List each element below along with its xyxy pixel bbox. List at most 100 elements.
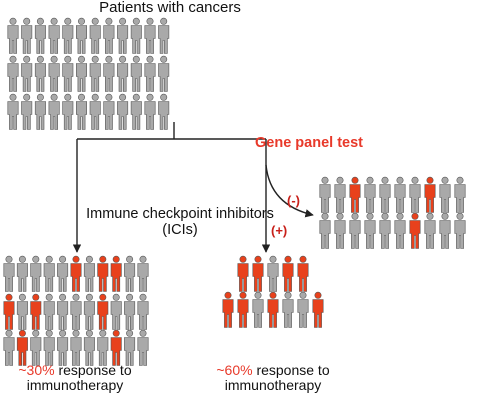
patient-responder-icon xyxy=(97,255,109,292)
people-group-ici-treated xyxy=(3,255,149,366)
patient-icon xyxy=(70,329,82,366)
patient-icon xyxy=(7,93,19,130)
patient-icon xyxy=(117,93,129,130)
patient-icon xyxy=(124,293,136,330)
patient-icon xyxy=(137,293,149,330)
patient-responder-icon xyxy=(237,291,249,328)
patient-responder-icon xyxy=(312,291,324,328)
positive-sign-label: (+) xyxy=(271,223,288,238)
patient-icon xyxy=(16,293,28,330)
people-layer xyxy=(3,17,466,366)
ici-label: Immune checkpoint inhibitors (ICIs) xyxy=(86,206,274,238)
patient-responder-icon xyxy=(297,255,309,292)
patient-icon xyxy=(454,212,466,249)
patient-icon xyxy=(62,55,74,92)
patient-icon xyxy=(379,212,391,249)
people-group-panel-positive xyxy=(222,255,324,328)
patient-icon xyxy=(334,176,346,213)
patient-icon xyxy=(43,293,55,330)
patient-icon xyxy=(454,176,466,213)
patient-responder-icon xyxy=(110,329,122,366)
patient-icon xyxy=(43,329,55,366)
arrow-to-negative-group xyxy=(265,164,314,218)
panel-response-percent: ~60% xyxy=(216,362,253,378)
patient-icon xyxy=(144,93,156,130)
patient-icon xyxy=(297,291,309,328)
patient-icon xyxy=(319,212,331,249)
patient-icon xyxy=(57,329,69,366)
patient-icon xyxy=(48,17,60,54)
patient-icon xyxy=(103,93,115,130)
patient-responder-icon xyxy=(16,329,28,366)
patient-icon xyxy=(252,291,264,328)
patient-icon xyxy=(62,93,74,130)
patient-responder-icon xyxy=(237,255,249,292)
patient-icon xyxy=(137,255,149,292)
patient-icon xyxy=(62,17,74,54)
patient-icon xyxy=(21,93,33,130)
patient-icon xyxy=(43,255,55,292)
patient-icon xyxy=(7,17,19,54)
patient-icon xyxy=(34,93,46,130)
patient-icon xyxy=(83,293,95,330)
patient-icon xyxy=(130,17,142,54)
gene-panel-label: Gene panel test xyxy=(255,135,363,151)
patient-icon xyxy=(158,93,170,130)
patient-icon xyxy=(76,17,87,54)
patient-icon xyxy=(83,329,95,366)
patient-responder-icon xyxy=(267,291,279,328)
patient-responder-icon xyxy=(70,255,82,292)
patient-responder-icon xyxy=(222,291,234,328)
patient-icon xyxy=(30,255,42,292)
patient-icon xyxy=(21,55,33,92)
patient-icon xyxy=(282,291,294,328)
patient-icon xyxy=(3,329,15,366)
patient-icon xyxy=(117,55,129,92)
patient-responder-icon xyxy=(282,255,294,292)
patient-icon xyxy=(364,176,376,213)
ici-response-percent: ~30% xyxy=(18,362,55,378)
patient-icon xyxy=(103,55,115,92)
patient-icon xyxy=(97,329,109,366)
ici-response-text: ~30% response to immunotherapy xyxy=(0,362,150,394)
panel-response-caption: response to immunotherapy xyxy=(224,362,330,394)
patient-icon xyxy=(334,212,346,249)
patient-responder-icon xyxy=(110,255,122,292)
patient-icon xyxy=(89,17,101,54)
patient-responder-icon xyxy=(3,293,15,330)
patient-icon xyxy=(89,55,101,92)
patient-icon xyxy=(409,176,421,213)
panel-response-text: ~60% response to immunotherapy xyxy=(198,362,348,394)
patient-icon xyxy=(439,212,451,249)
flow-connectors xyxy=(72,122,314,253)
patient-icon xyxy=(267,255,279,292)
patient-icon xyxy=(34,17,46,54)
patient-icon xyxy=(137,329,149,366)
patient-icon xyxy=(3,255,15,292)
patient-icon xyxy=(89,93,101,130)
patients-title: Patients with cancers xyxy=(99,0,241,16)
patient-icon xyxy=(30,329,42,366)
patient-icon xyxy=(424,212,436,249)
patient-icon xyxy=(117,17,129,54)
patient-responder-icon xyxy=(252,255,264,292)
patient-icon xyxy=(439,176,451,213)
patient-icon xyxy=(144,17,156,54)
ici-response-caption: response to immunotherapy xyxy=(26,362,132,394)
patient-icon xyxy=(158,55,170,92)
patient-icon xyxy=(57,255,69,292)
patient-icon xyxy=(48,93,60,130)
patient-icon xyxy=(379,176,391,213)
patient-responder-icon xyxy=(97,293,109,330)
patient-icon xyxy=(7,55,19,92)
patient-icon xyxy=(394,212,406,249)
patient-icon xyxy=(158,17,170,54)
patient-icon xyxy=(16,255,28,292)
patient-icon xyxy=(124,329,136,366)
patient-icon xyxy=(319,176,331,213)
patient-icon xyxy=(76,55,87,92)
patient-icon xyxy=(364,212,376,249)
patient-icon xyxy=(130,93,142,130)
patient-responder-icon xyxy=(409,212,421,249)
